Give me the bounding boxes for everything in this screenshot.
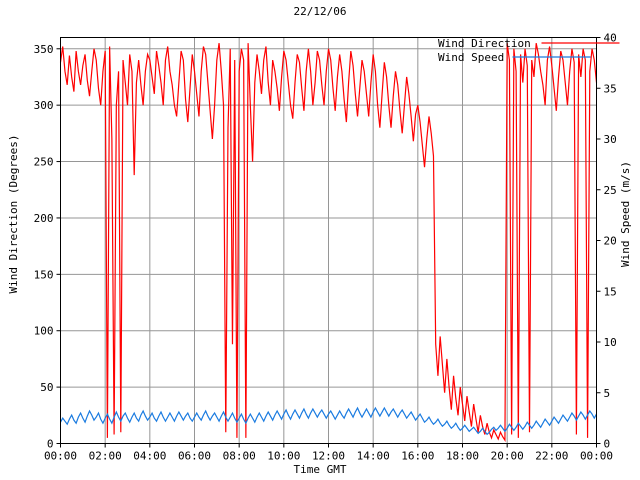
svg-text:10: 10 (604, 336, 617, 349)
axis-ticks: 0 50 100 150 200 250 300 350 0 5 10 15 20 25 30 35 40 00:… (34, 32, 617, 463)
svg-text:08:00: 08:00 (223, 450, 256, 463)
svg-text:5: 5 (604, 387, 611, 400)
svg-text:16:00: 16:00 (401, 450, 434, 463)
svg-text:04:00: 04:00 (133, 450, 166, 463)
svg-text:14:00: 14:00 (357, 450, 390, 463)
legend-label-1: Wind Speed (438, 51, 504, 64)
svg-text:35: 35 (604, 82, 617, 95)
legend-label-0: Wind Direction (438, 37, 531, 50)
svg-text:30: 30 (604, 133, 617, 146)
x-axis-label: Time GMT (293, 463, 347, 476)
svg-text:10:00: 10:00 (267, 450, 300, 463)
svg-text:100: 100 (34, 325, 54, 338)
svg-text:25: 25 (604, 184, 617, 197)
svg-text:18:00: 18:00 (446, 450, 479, 463)
svg-text:02:00: 02:00 (89, 450, 122, 463)
svg-text:00:00: 00:00 (580, 450, 613, 463)
series-line-1 (59, 406, 598, 436)
svg-text:200: 200 (34, 212, 54, 225)
svg-text:12:00: 12:00 (312, 450, 345, 463)
svg-text:0: 0 (604, 438, 611, 451)
svg-text:20: 20 (604, 235, 617, 248)
chart-title: 22/12/06 (293, 5, 347, 18)
svg-text:350: 350 (34, 43, 54, 56)
svg-text:22:00: 22:00 (535, 450, 568, 463)
svg-text:20:00: 20:00 (491, 450, 524, 463)
svg-text:300: 300 (34, 99, 54, 112)
svg-text:06:00: 06:00 (178, 450, 211, 463)
svg-text:150: 150 (34, 268, 54, 281)
svg-text:250: 250 (34, 156, 54, 169)
series-layer (59, 43, 598, 443)
svg-text:00:00: 00:00 (44, 450, 77, 463)
svg-text:50: 50 (40, 381, 53, 394)
svg-text:15: 15 (604, 285, 617, 298)
svg-text:0: 0 (47, 438, 54, 451)
series-line-0 (59, 43, 598, 443)
svg-text:40: 40 (604, 32, 617, 45)
